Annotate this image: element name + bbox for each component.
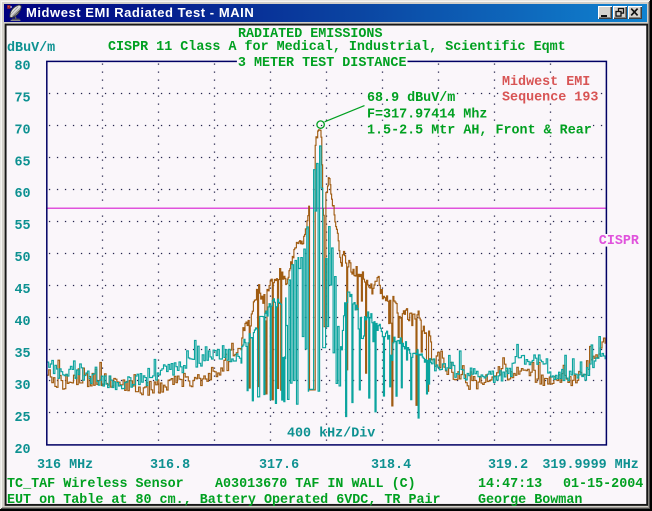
svg-text:30: 30 xyxy=(15,379,31,394)
svg-text:317.6: 317.6 xyxy=(259,458,299,473)
svg-text:20: 20 xyxy=(15,443,31,458)
svg-text:TC_TAF Wireless Sensor: TC_TAF Wireless Sensor xyxy=(7,477,184,492)
svg-text:dBuV/m: dBuV/m xyxy=(7,41,55,56)
svg-text:400 kHz/Div: 400 kHz/Div xyxy=(287,426,375,441)
svg-text:45: 45 xyxy=(15,283,31,298)
svg-text:CISPR: CISPR xyxy=(599,234,640,249)
svg-text:40: 40 xyxy=(15,315,31,330)
svg-text:65: 65 xyxy=(15,155,31,170)
svg-text:01-15-2004: 01-15-2004 xyxy=(563,477,643,492)
svg-text:35: 35 xyxy=(15,347,31,362)
svg-text:Sequence 193: Sequence 193 xyxy=(502,91,598,106)
svg-text:60: 60 xyxy=(15,187,31,202)
svg-text:55: 55 xyxy=(15,219,31,234)
svg-text:318.4: 318.4 xyxy=(371,458,411,473)
svg-text:316 MHz: 316 MHz xyxy=(37,458,93,473)
svg-text:316.8: 316.8 xyxy=(150,458,190,473)
svg-text:George Bowman: George Bowman xyxy=(478,493,582,508)
svg-text:RADIATED EMISSIONS: RADIATED EMISSIONS xyxy=(238,27,383,42)
svg-text:68.9 dBuV/m: 68.9 dBuV/m xyxy=(367,91,455,106)
svg-text:319.2: 319.2 xyxy=(488,458,528,473)
svg-text:F=317.97414 Mhz: F=317.97414 Mhz xyxy=(367,107,487,122)
svg-text:Midwest EMI: Midwest EMI xyxy=(502,75,590,90)
svg-text:50: 50 xyxy=(15,251,31,266)
svg-text:75: 75 xyxy=(15,91,31,106)
svg-text:25: 25 xyxy=(15,411,31,426)
svg-text:1.5-2.5 Mtr AH, Front & Rear: 1.5-2.5 Mtr AH, Front & Rear xyxy=(367,123,592,138)
svg-text:A03013670 TAF IN WALL (C): A03013670 TAF IN WALL (C) xyxy=(215,477,416,492)
svg-text:14:47:13: 14:47:13 xyxy=(478,477,542,492)
svg-text:70: 70 xyxy=(15,123,31,138)
svg-text:CISPR 11 Class A for Medical,: CISPR 11 Class A for Medical, Industrial… xyxy=(108,40,566,55)
svg-text:3 METER TEST DISTANCE: 3 METER TEST DISTANCE xyxy=(238,56,407,71)
svg-text:EUT on Table at 80 cm., Batter: EUT on Table at 80 cm., Battery Operated… xyxy=(7,493,441,508)
svg-text:319.9999 MHz: 319.9999 MHz xyxy=(542,458,638,473)
svg-text:80: 80 xyxy=(15,59,31,74)
